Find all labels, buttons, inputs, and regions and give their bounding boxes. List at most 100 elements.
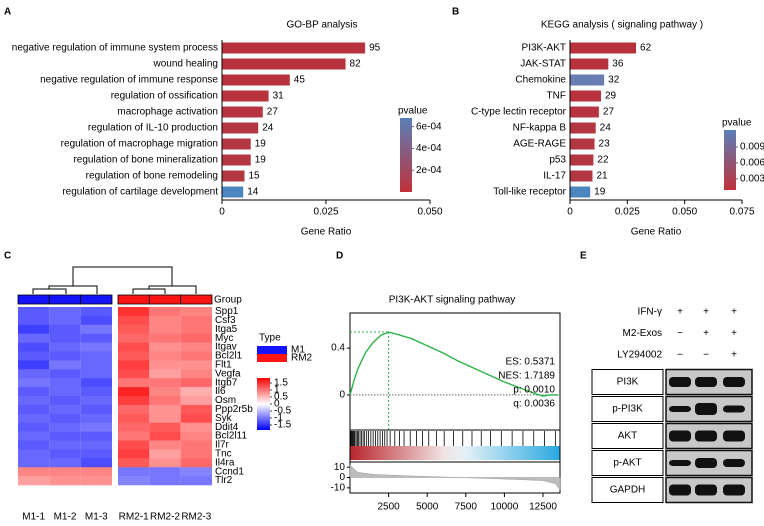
category-label: negative regulation of immune system pro… — [12, 43, 218, 54]
bar — [222, 138, 251, 150]
condition-sign: + — [703, 328, 709, 339]
heatmap-cell — [80, 333, 112, 343]
heatmap-cell — [149, 467, 181, 477]
heatmap-cell — [118, 396, 150, 406]
stat-label: p: 0.0010 — [513, 385, 555, 396]
colorbar-tick-label: 0.5 — [274, 392, 288, 403]
row-label: Syk — [215, 413, 233, 424]
stat-label: NES: 1.7189 — [498, 371, 555, 382]
y-tick-label: -10 — [331, 482, 346, 493]
x-tick-label: 0.050 — [417, 207, 442, 218]
heatmap-cell — [18, 449, 50, 459]
group-cell — [80, 294, 113, 305]
heatmap-cell — [180, 431, 212, 441]
heatmap-cell — [149, 449, 181, 459]
band — [723, 377, 745, 387]
colorbar-tick-label: 4e-04 — [416, 143, 442, 154]
heatmap-cell — [49, 449, 81, 459]
heatmap-cell — [18, 351, 50, 361]
category-label: TNF — [547, 91, 566, 102]
colorbar-title: pvalue — [722, 118, 752, 129]
count-label: 14 — [247, 187, 259, 198]
heatmap-cell — [80, 476, 112, 486]
heatmap-cell — [80, 404, 112, 415]
colorbar-tick-label: 2e-04 — [416, 165, 442, 176]
heatmap-cell — [49, 458, 81, 468]
heatmap-cell — [18, 324, 50, 334]
bar — [570, 154, 594, 166]
enrichment-curve — [349, 331, 559, 397]
heatmap-cell — [80, 342, 112, 352]
chart-title: KEGG analysis ( signaling pathway ) — [541, 20, 703, 31]
count-label: 82 — [350, 59, 362, 70]
bar — [570, 106, 599, 118]
legend-swatch — [257, 354, 287, 362]
x-axis-title: Gene Ratio — [631, 227, 682, 238]
bar — [222, 186, 244, 198]
condition-sign: − — [677, 350, 683, 361]
x-tick-label: 0 — [219, 207, 225, 218]
count-label: 22 — [597, 155, 609, 166]
heatmap-cell — [180, 333, 212, 343]
heatmap-cell — [18, 307, 50, 317]
legend-label: RM2 — [291, 353, 313, 364]
count-label: 95 — [369, 43, 381, 54]
heatmap-cell — [80, 431, 112, 441]
heatmap-cell — [118, 333, 150, 343]
row-label: Vegfa — [215, 368, 241, 379]
colorbar-tick-label: 0.009 — [740, 142, 764, 153]
x-axis-title: Gene Ratio — [301, 227, 352, 238]
count-label: 24 — [262, 123, 274, 134]
heatmap-cell — [18, 333, 50, 343]
legend-swatch — [257, 346, 287, 354]
group-cell — [17, 294, 50, 305]
band — [669, 484, 691, 496]
heatmap-cell — [80, 378, 112, 388]
x-tick-label: 0 — [567, 207, 573, 218]
count-label: 24 — [600, 123, 612, 134]
panel-letter: C — [4, 251, 11, 262]
bar — [570, 74, 605, 86]
band-label-box — [591, 396, 664, 422]
heatmap-cell — [180, 315, 212, 326]
group-cell — [117, 294, 150, 305]
band — [669, 430, 691, 442]
heatmap-cell — [118, 476, 150, 486]
heatmap-cell — [180, 476, 212, 486]
condition-label: M2-Exos — [623, 328, 662, 339]
category-label: Chemokine — [515, 75, 566, 86]
row-label: Il7r — [215, 440, 230, 451]
colorbar-tick-label: 0.006 — [740, 158, 764, 169]
condition-sign: − — [677, 328, 683, 339]
band-label-box — [591, 423, 664, 449]
heatmap-cell — [49, 440, 81, 450]
y-tick-label: 10 — [334, 462, 346, 473]
column-label: M1-2 — [54, 512, 77, 523]
category-label: wound healing — [153, 59, 219, 70]
category-label: Toll-like receptor — [493, 187, 566, 198]
row-label: Ccnd1 — [215, 466, 244, 477]
dendrogram — [32, 266, 197, 294]
heatmap-cell — [18, 440, 50, 450]
band-label: PI3K — [617, 377, 639, 388]
bar — [222, 58, 346, 70]
category-label: p53 — [549, 155, 566, 166]
group-cell — [48, 294, 82, 305]
colorbar — [724, 130, 736, 190]
count-label: 62 — [640, 43, 652, 54]
heatmap-cell — [180, 422, 212, 432]
heatmap-cell — [180, 369, 212, 379]
heatmap-cell — [80, 396, 112, 406]
heatmap-cell — [49, 351, 81, 361]
heatmap-cell — [180, 458, 212, 468]
count-label: 19 — [255, 139, 267, 150]
heatmap-cell — [180, 324, 212, 334]
band — [695, 458, 717, 468]
colorbar-tick-label: -1.5 — [274, 420, 292, 431]
category-label: regulation of macrophage migration — [61, 139, 218, 150]
stat-label: ES: 0.5371 — [506, 357, 556, 368]
band — [695, 403, 717, 415]
heatmap-cell — [180, 342, 212, 352]
heatmap-cell — [80, 369, 112, 379]
heatmap-cell — [49, 307, 81, 317]
